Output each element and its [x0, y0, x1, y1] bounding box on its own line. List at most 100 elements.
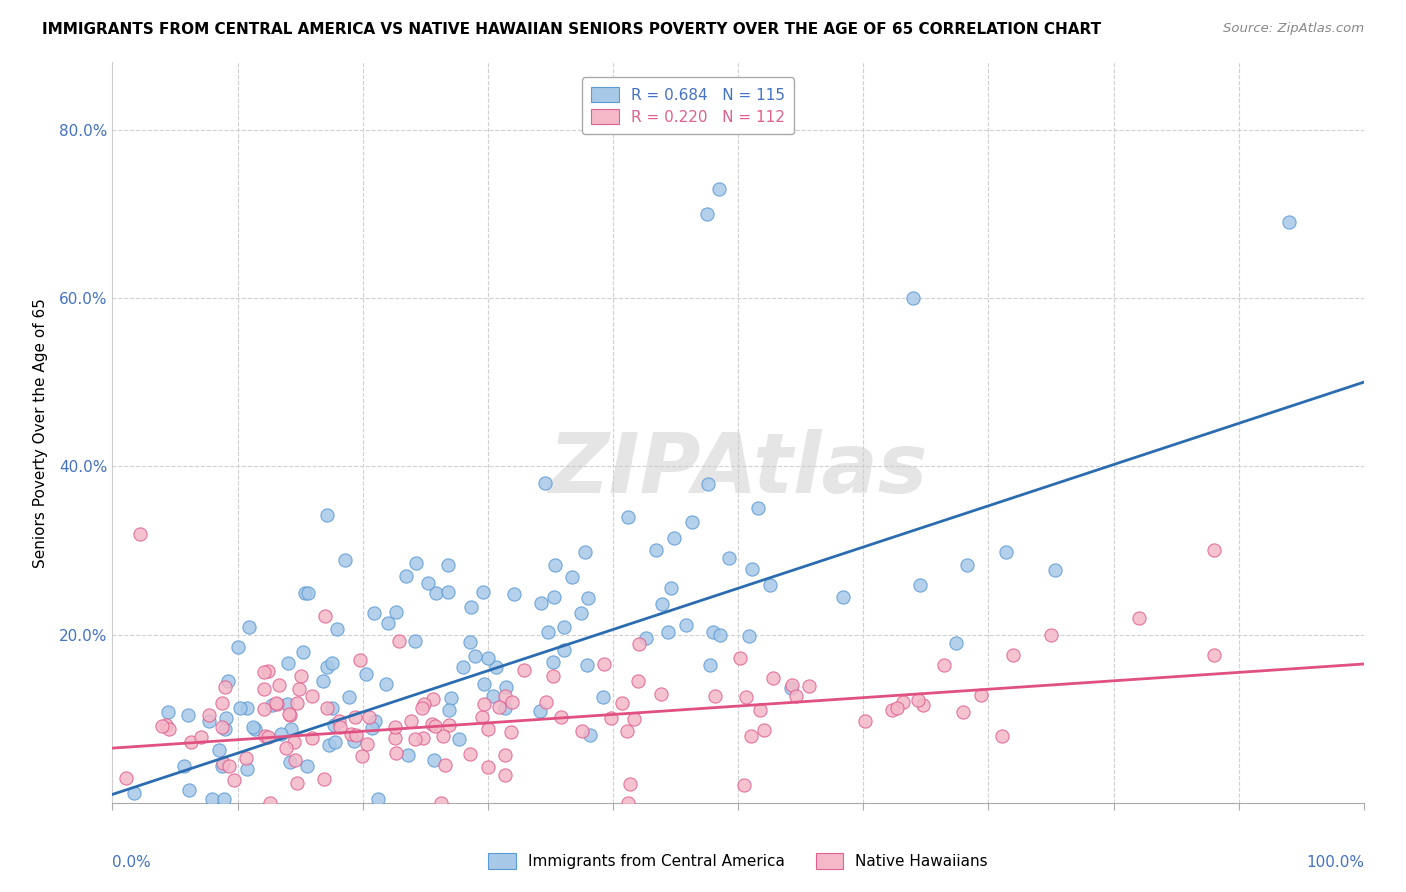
Point	[634, 631, 657, 645]
Point	[412, 731, 434, 745]
Point	[256, 664, 278, 678]
Point	[952, 705, 974, 719]
Point	[471, 585, 494, 599]
Point	[1039, 627, 1063, 641]
Point	[404, 732, 426, 747]
Point	[367, 791, 389, 805]
Point	[287, 776, 309, 790]
Point	[543, 590, 565, 604]
Point	[472, 677, 495, 691]
Point	[439, 717, 461, 731]
Point	[211, 759, 233, 773]
Point	[337, 690, 360, 704]
Point	[530, 596, 553, 610]
Point	[561, 570, 583, 584]
Point	[253, 702, 276, 716]
Point	[501, 724, 523, 739]
Point	[124, 786, 146, 800]
Point	[903, 291, 925, 305]
Point	[432, 729, 454, 743]
Point	[579, 728, 602, 742]
Point	[215, 711, 238, 725]
Point	[179, 782, 201, 797]
Point	[553, 620, 575, 634]
Point	[628, 637, 651, 651]
Point	[932, 658, 955, 673]
Point	[472, 698, 495, 712]
Point	[276, 741, 298, 756]
Point	[945, 636, 967, 650]
Point	[832, 590, 855, 604]
Point	[316, 701, 339, 715]
Point	[437, 558, 460, 572]
Text: 100.0%: 100.0%	[1306, 855, 1364, 870]
Point	[395, 569, 418, 583]
Point	[294, 586, 316, 600]
Point	[619, 777, 641, 791]
Point	[333, 553, 356, 567]
Point	[1128, 610, 1150, 624]
Point	[238, 620, 260, 634]
Point	[413, 697, 436, 711]
Point	[740, 729, 762, 743]
Point	[430, 796, 453, 810]
Point	[494, 768, 516, 782]
Point	[617, 509, 640, 524]
Point	[416, 576, 439, 591]
Point	[1001, 648, 1024, 662]
Point	[321, 656, 343, 670]
Point	[344, 710, 367, 724]
Point	[576, 591, 599, 605]
Point	[267, 678, 290, 692]
Point	[328, 714, 350, 729]
Point	[717, 550, 740, 565]
Point	[592, 690, 614, 705]
Point	[197, 708, 219, 723]
Point	[956, 558, 979, 573]
Point	[623, 712, 645, 726]
Point	[115, 772, 138, 786]
Point	[696, 477, 718, 491]
Point	[301, 731, 323, 745]
Point	[574, 545, 596, 559]
Point	[738, 629, 761, 643]
Point	[236, 701, 259, 715]
Point	[702, 624, 724, 639]
Point	[886, 701, 908, 715]
Point	[356, 737, 378, 751]
Point	[1204, 648, 1226, 662]
Point	[214, 680, 236, 694]
Point	[384, 720, 406, 734]
Point	[242, 721, 264, 735]
Point	[156, 706, 179, 720]
Point	[880, 703, 903, 717]
Point	[277, 656, 299, 670]
Point	[644, 543, 666, 558]
Point	[384, 605, 406, 619]
Point	[696, 207, 718, 221]
Text: IMMIGRANTS FROM CENTRAL AMERICA VS NATIVE HAWAIIAN SENIORS POVERTY OVER THE AGE : IMMIGRANTS FROM CENTRAL AMERICA VS NATIV…	[42, 22, 1101, 37]
Point	[280, 722, 302, 736]
Point	[543, 558, 565, 572]
Point	[388, 634, 411, 648]
Point	[543, 655, 565, 669]
Point	[728, 650, 751, 665]
Point	[451, 659, 474, 673]
Point	[553, 643, 575, 657]
Text: 0.0%: 0.0%	[112, 855, 152, 870]
Point	[278, 755, 301, 769]
Point	[208, 743, 231, 757]
Point	[709, 181, 731, 195]
Point	[129, 526, 152, 541]
Point	[675, 618, 697, 632]
Point	[312, 673, 335, 688]
Point	[349, 653, 371, 667]
Point	[433, 758, 456, 772]
Point	[460, 600, 482, 615]
Point	[782, 678, 804, 692]
Point	[229, 700, 252, 714]
Point	[422, 753, 444, 767]
Point	[363, 607, 385, 621]
Point	[150, 719, 173, 733]
Point	[425, 586, 447, 600]
